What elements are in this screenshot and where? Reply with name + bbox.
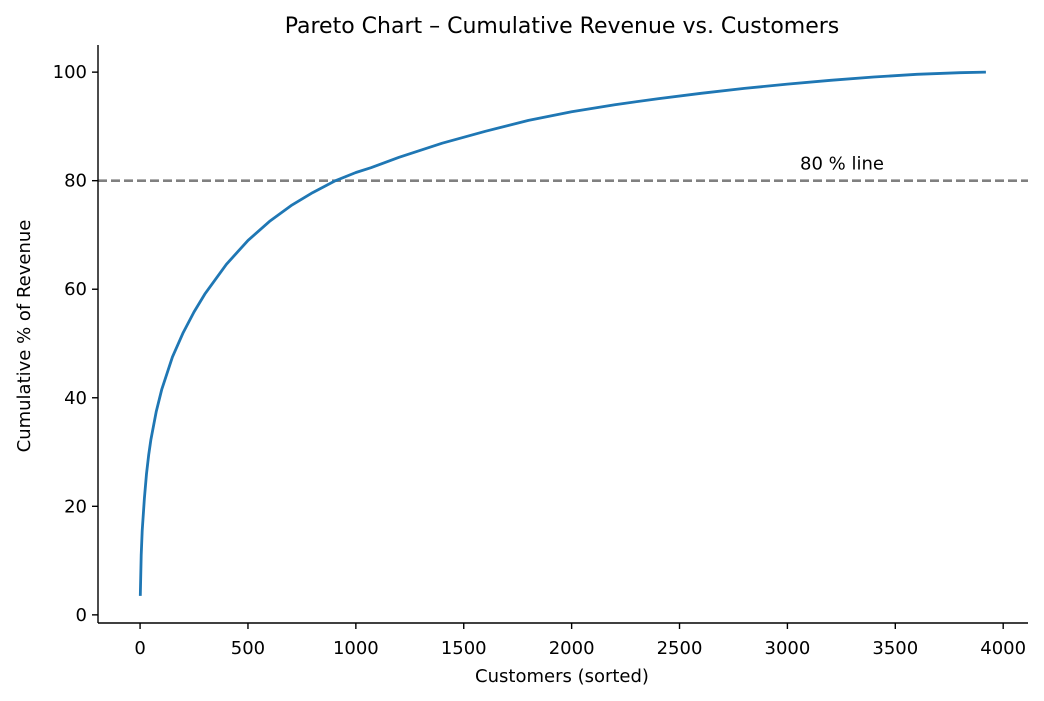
x-tick-label: 3000	[765, 638, 811, 659]
x-tick-label: 1000	[333, 638, 379, 659]
chart-title: Pareto Chart – Cumulative Revenue vs. Cu…	[285, 14, 840, 39]
x-tick-label: 1500	[441, 638, 487, 659]
y-tick-label: 40	[64, 388, 87, 409]
y-tick-label: 20	[64, 496, 87, 517]
plot-area	[98, 70, 1028, 596]
x-tick-label: 4000	[980, 638, 1026, 659]
x-tick-label: 2500	[657, 638, 703, 659]
y-axis-label: Cumulative % of Revenue	[14, 220, 35, 453]
reference-line-label: 80 % line	[800, 154, 884, 175]
x-axis-label: Customers (sorted)	[475, 666, 649, 687]
y-tick-label: 60	[64, 279, 87, 300]
series-line-0	[138, 70, 986, 596]
y-tick-label: 0	[76, 605, 87, 626]
y-tick-label: 100	[53, 62, 87, 83]
x-tick-label: 2000	[549, 638, 595, 659]
x-tick-label: 0	[134, 638, 145, 659]
y-tick-label: 80	[64, 171, 87, 192]
x-tick-label: 500	[231, 638, 265, 659]
x-tick-label: 3500	[872, 638, 918, 659]
axes: 0 500 1000 1500 2000 2500 3000 3500 4000 0 20 40 60 8…	[53, 45, 1028, 659]
